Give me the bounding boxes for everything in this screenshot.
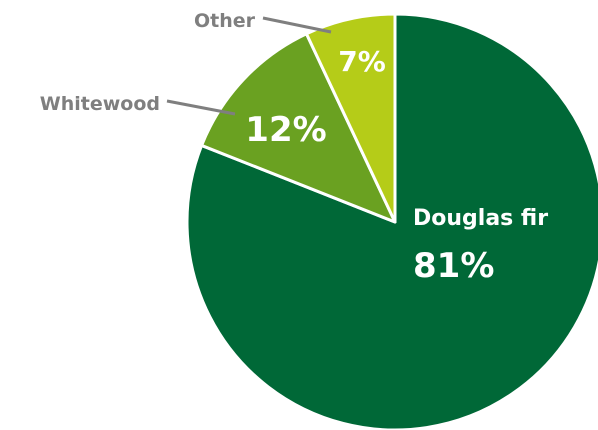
- leader-line-other: [262, 16, 332, 34]
- leader-line-whitewood: [166, 99, 236, 116]
- slice-value-label-whitewood: 12%: [245, 110, 326, 150]
- slice-name-label-whitewood: Whitewood: [40, 93, 160, 115]
- slice-value-label-other: 7%: [338, 45, 386, 78]
- pie-labels: Douglas fir 81% 12% Whitewood 7% Other: [40, 10, 548, 286]
- slice-name-label-other: Other: [194, 10, 256, 32]
- pie-slice-whitewood: [200, 32, 397, 224]
- pie-slices: [185, 12, 598, 430]
- slice-name-label-douglas-fir: Douglas fir: [413, 206, 548, 231]
- pie-slice-other: [304, 12, 397, 224]
- slice-value-label-douglas-fir: 81%: [413, 246, 494, 286]
